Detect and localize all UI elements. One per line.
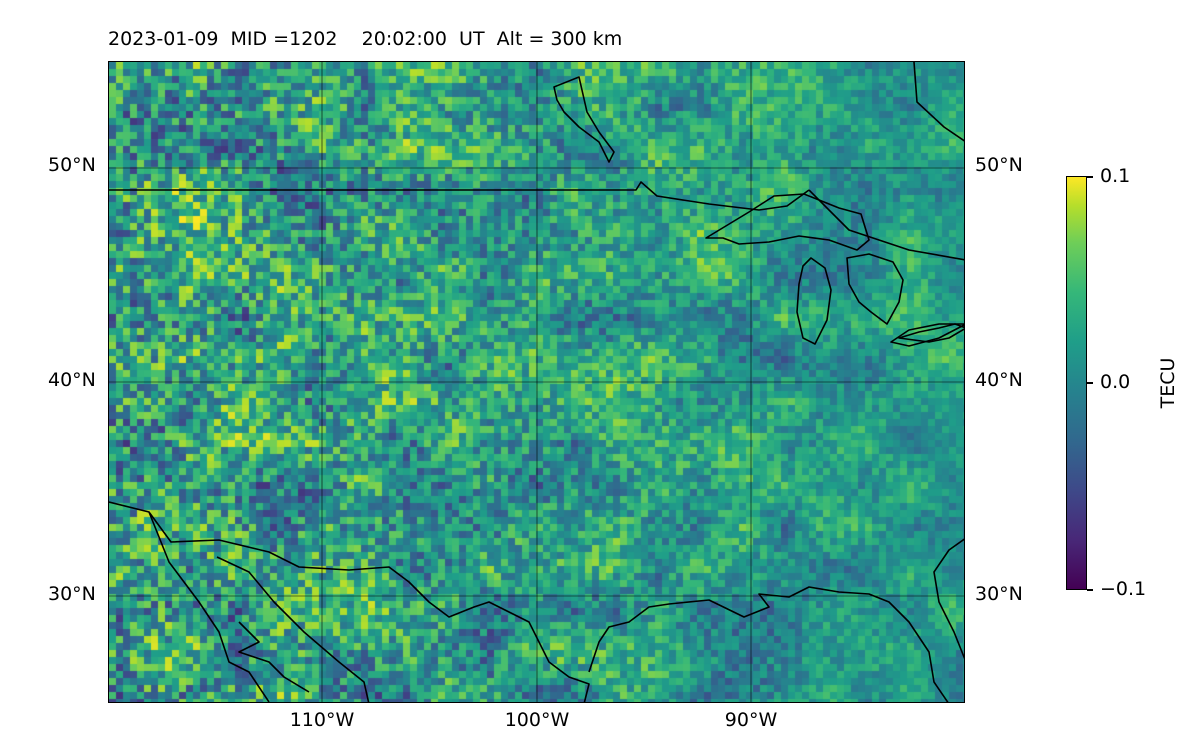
hudson-bay-island [553, 76, 615, 163]
us-canada-border [109, 181, 810, 211]
colorbar-label-zero: 0.0 [1100, 371, 1131, 393]
baja-inner [238, 621, 310, 693]
lat-label-left-50n: 50°N [48, 154, 96, 176]
atlantic-coast [913, 62, 964, 142]
lake-michigan [796, 257, 832, 345]
lake-huron [846, 253, 904, 325]
lat-label-left-40n: 40°N [48, 369, 96, 391]
lon-label-110w: 110°W [289, 709, 355, 731]
gulf-coast [588, 586, 949, 702]
map-panel [108, 61, 965, 703]
colorbar-tick-max [1087, 176, 1093, 178]
colorbar-label-max: 0.1 [1100, 165, 1131, 187]
mexico-pacific-coast [148, 511, 270, 702]
lon-label-100w: 100°W [504, 709, 570, 731]
lat-label-left-30n: 30°N [48, 583, 96, 605]
texas-mexico-border [109, 501, 590, 702]
colorbar [1066, 176, 1087, 590]
lat-label-right-50n: 50°N [975, 154, 1023, 176]
title-mid: MID =1202 [230, 28, 338, 50]
colorbar-label-min: −0.1 [1100, 578, 1147, 600]
graticule [109, 62, 964, 702]
florida-coast [933, 538, 964, 660]
great-lakes-east [890, 323, 964, 347]
lake-erie-ontario [898, 323, 964, 343]
coastlines [109, 62, 964, 702]
title-time: 20:02:00 UT [361, 28, 485, 50]
canada-coast-east [808, 189, 964, 261]
lake-superior [705, 193, 870, 251]
map-overlay [109, 62, 964, 702]
title-date: 2023-01-09 [108, 28, 219, 50]
lat-label-right-40n: 40°N [975, 369, 1023, 391]
lat-label-right-30n: 30°N [975, 583, 1023, 605]
baja-peninsula [216, 556, 370, 702]
lon-label-90w: 90°W [724, 709, 778, 731]
figure-title: 2023-01-09 MID =1202 20:02:00 UT Alt = 3… [108, 28, 622, 50]
colorbar-tick-zero [1087, 382, 1093, 384]
title-altitude: Alt = 300 km [496, 28, 623, 50]
colorbar-tick-min [1087, 589, 1093, 591]
colorbar-title: TECU [1157, 357, 1179, 409]
